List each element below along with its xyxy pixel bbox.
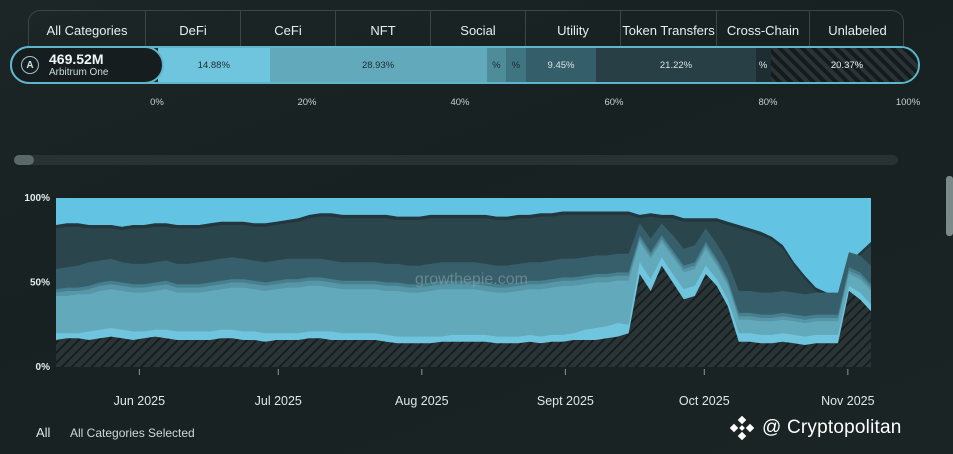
tab-unlabeled[interactable]: Unlabeled [828, 22, 887, 38]
tab-defi[interactable]: DeFi [146, 11, 241, 49]
cryptopolitan-watermark: @ Cryptopolitan [730, 416, 902, 440]
arbitrum-icon: A [21, 56, 39, 74]
scale-label-0: 0% [150, 97, 164, 108]
area-series-unlabeled [56, 265, 871, 367]
scale-label-40: 40% [450, 97, 470, 108]
breakdown-segment-cefi[interactable]: 28.93% [269, 48, 487, 82]
x-tick-label: Sept 2025 [537, 394, 594, 408]
x-tick-label: Aug 2025 [395, 394, 449, 408]
binance-icon [730, 416, 754, 440]
tab-social[interactable]: Social [431, 11, 526, 49]
tab-all-categories[interactable]: All Categories [29, 11, 146, 49]
category-breakdown-bar[interactable]: 14.88% 28.93%%% 9.45% 21.22%% 20.37% [10, 46, 920, 84]
chain-selector[interactable]: A 469.52M Arbitrum One [10, 46, 164, 84]
selection-status: All Categories Selected [70, 426, 195, 440]
chain-total-value: 469.52M [49, 50, 104, 67]
scale-label-100: 100% [895, 97, 921, 108]
category-tabs: All Categories DeFi CeFi NFT Social Util… [28, 10, 904, 49]
scale-label-60: 60% [604, 97, 624, 108]
x-tick-label: Oct 2025 [679, 394, 730, 408]
scale-label-80: 80% [758, 97, 778, 108]
all-toggle[interactable]: All [36, 425, 51, 440]
tab-token-transfers[interactable]: Token Transfers [621, 11, 717, 49]
scale-label-20: 20% [297, 97, 317, 108]
breakdown-segment-defi[interactable]: 14.88% [158, 48, 270, 82]
x-tick-label: Jun 2025 [114, 394, 165, 408]
breakdown-segment-unlabeled[interactable]: 20.37% [770, 48, 918, 82]
breakdown-segment-nft[interactable]: % [486, 48, 507, 82]
y-tick-label: 100% [24, 193, 50, 204]
breakdown-segment-utility[interactable]: 9.45% [525, 48, 597, 82]
tab-cross-chain[interactable]: Cross-Chain [717, 11, 810, 49]
tab-cefi[interactable]: CeFi [241, 11, 336, 49]
tab-nft[interactable]: NFT [336, 11, 431, 49]
breakdown-segment-social[interactable]: % [506, 48, 526, 82]
chain-name: Arbitrum One [49, 67, 109, 79]
scrollbar-thumb[interactable] [14, 155, 34, 165]
x-tick-label: Nov 2025 [821, 394, 875, 408]
page-scrollbar[interactable] [946, 176, 953, 236]
breakdown-segment-cross-chain[interactable]: % [755, 48, 771, 82]
brand-text: @ Cryptopolitan [762, 417, 902, 438]
stacked-area-chart: 0% 50% 100% Jun 2025 Jul 2025 Aug 2025 Sept 2… [24, 193, 875, 408]
breakdown-segment-token-transfers[interactable]: 21.22% [596, 48, 756, 82]
watermark: growthepie.com [415, 271, 528, 288]
y-tick-label: 0% [36, 362, 51, 373]
y-tick-label: 50% [30, 278, 50, 289]
x-tick-label: Jul 2025 [255, 394, 302, 408]
horizontal-scrollbar[interactable] [14, 155, 898, 165]
tab-utility[interactable]: Utility [526, 11, 621, 49]
